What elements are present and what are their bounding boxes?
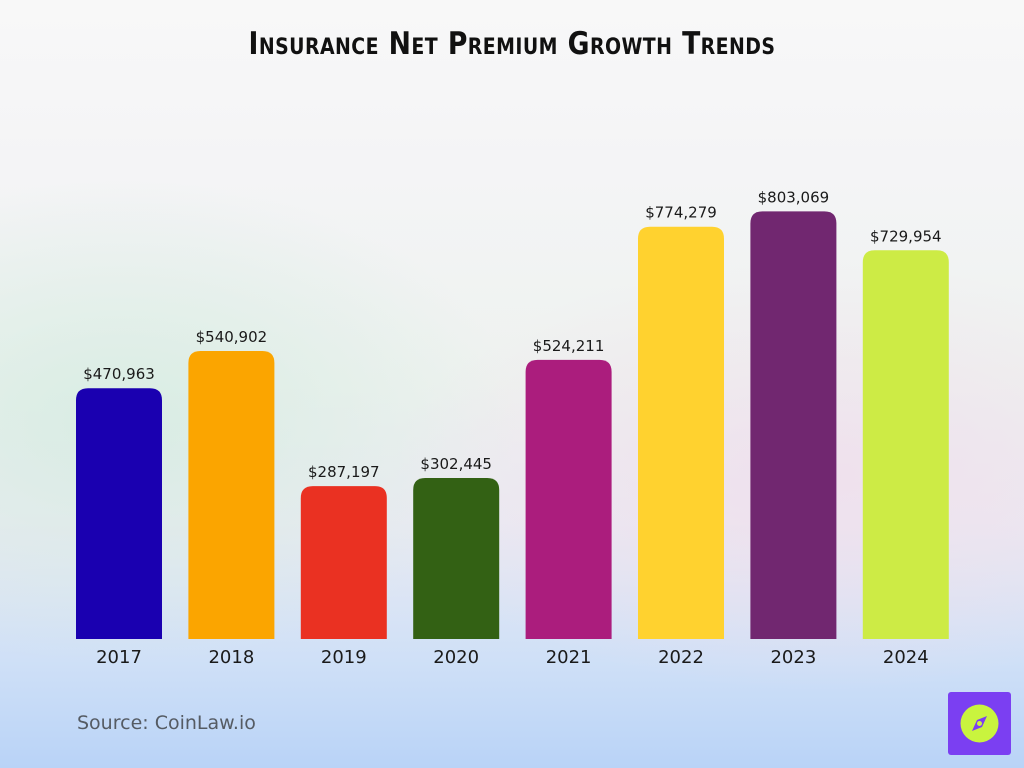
category-label-2022: 2022 xyxy=(658,647,704,668)
value-label-2017: $470,963 xyxy=(83,365,155,383)
category-label-2019: 2019 xyxy=(321,647,367,668)
bar-2020 xyxy=(413,477,500,639)
value-label-2022: $774,279 xyxy=(645,204,717,222)
bar-2019 xyxy=(300,486,387,639)
category-label-2017: 2017 xyxy=(96,647,142,668)
bar-2023 xyxy=(750,211,837,639)
bar-2024 xyxy=(862,250,949,639)
source-note: Source: CoinLaw.io xyxy=(77,712,256,734)
value-label-2020: $302,445 xyxy=(420,455,492,473)
value-label-2019: $287,197 xyxy=(308,463,380,481)
bar-2017 xyxy=(76,388,162,639)
bar-2022 xyxy=(638,226,724,640)
category-label-2023: 2023 xyxy=(770,647,816,668)
category-label-2021: 2021 xyxy=(546,647,592,668)
bar-2021 xyxy=(525,359,612,639)
bar-2018 xyxy=(188,350,275,639)
category-label-2024: 2024 xyxy=(883,647,929,668)
value-label-2018: $540,902 xyxy=(196,328,268,346)
compass-icon xyxy=(948,692,1011,755)
value-label-2023: $803,069 xyxy=(758,188,830,206)
value-label-2021: $524,211 xyxy=(533,337,605,355)
category-label-2020: 2020 xyxy=(433,647,479,668)
chart-title: Insurance Net Premium Growth Trends xyxy=(248,26,776,62)
value-label-2024: $729,954 xyxy=(870,227,942,245)
category-label-2018: 2018 xyxy=(208,647,254,668)
